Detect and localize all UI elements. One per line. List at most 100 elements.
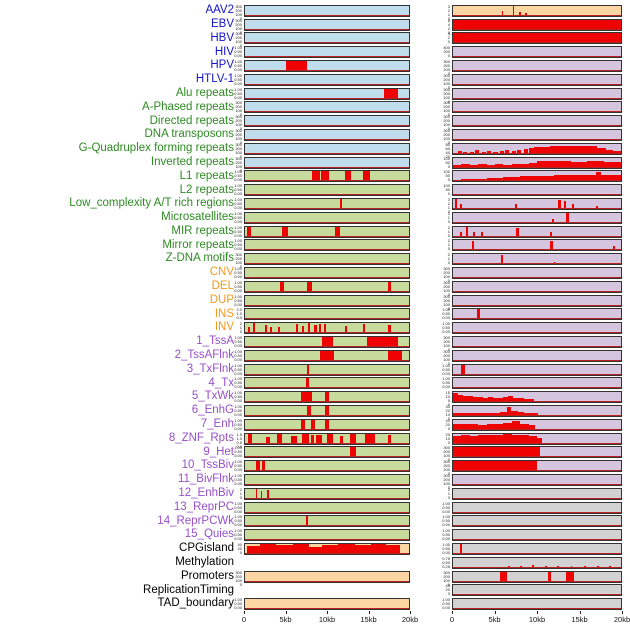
track-panel-left-wrap: 1.00 0.50 0.00 (234, 211, 410, 224)
track-panel-left (244, 46, 410, 59)
signal-bar (584, 145, 598, 154)
y-tick-label: 1.0 (236, 435, 242, 441)
track-panel-right-wrap: 80 60 40 20 (446, 142, 622, 158)
zero-baseline (453, 263, 621, 265)
zero-baseline (245, 318, 409, 320)
track-panel-right (452, 322, 622, 335)
signal-bar (486, 424, 495, 430)
track-panel-left (244, 142, 410, 155)
track-panel-right-wrap: 300 200 100 0 (443, 294, 622, 310)
y-tick-label: 80 (445, 141, 450, 147)
x-tick-label: 0 (449, 615, 455, 625)
track-panel-right (452, 336, 622, 349)
zero-baseline (453, 511, 621, 513)
signal-bar (501, 11, 504, 16)
y-tick-label: 2 (239, 486, 242, 492)
track-row: 15_Quies 1.00 0.50 0.00 1.00 0.50 0.00 (0, 528, 630, 542)
signal-bar (327, 433, 333, 444)
track-panel-right (452, 308, 622, 321)
signal-bar (246, 545, 260, 554)
signal-bar (553, 261, 556, 265)
track-label: 7_Enh (200, 418, 234, 431)
signal-bar (486, 178, 495, 182)
signal-bar (520, 423, 529, 430)
y-tick-label: 100 (235, 25, 242, 31)
track-panel-right-wrap: 15 10 5 0 (446, 391, 622, 407)
track-panel-right (452, 280, 622, 293)
y-tick-label: 300 (235, 114, 242, 120)
y-tick-label: 10 (445, 435, 450, 441)
zero-baseline (245, 456, 409, 458)
track-label: 3_TxFlnk (186, 362, 234, 375)
y-tick-label: 0 (239, 112, 242, 118)
y-axis-ticks: 1.00 0.50 0.00 (234, 211, 242, 224)
signal-bar (469, 151, 474, 154)
y-axis-ticks: 1.00 0.50 0.00 (234, 336, 242, 348)
signal-bar (525, 12, 527, 16)
track-panel-right-wrap: 0.75 0.50 0.25 (442, 556, 622, 569)
y-axis-ticks: 1.00 0.50 0.00 (234, 170, 242, 182)
track-panel-left (244, 280, 410, 293)
y-tick-label: 0.50 (442, 366, 450, 372)
track-panel-left-wrap: 1.00 0.50 0.00 (234, 60, 410, 73)
track-panel-right-wrap: 300 200 100 0 (443, 115, 622, 131)
track-row: 9_Het 1.00 0.50 0.00 300 200 100 0 (0, 446, 630, 462)
signal-bar (349, 447, 356, 458)
zero-baseline (453, 235, 621, 237)
y-tick-label: 0.00 (234, 232, 242, 238)
y-tick-label: 0.50 (234, 532, 242, 538)
y-tick-label: 1.00 (234, 362, 242, 368)
y-tick-label: 0.50 (234, 421, 242, 427)
y-tick-label: 300 (235, 31, 242, 37)
track-panel-left-wrap: 1.00 0.50 0.00 (234, 280, 410, 293)
y-axis-ticks: 1.00 0.50 0.00 (442, 501, 450, 514)
signal-bar (512, 6, 515, 16)
zero-baseline (453, 28, 621, 30)
x-tick-label: 10kb (528, 615, 546, 625)
signal-bar (266, 436, 270, 444)
y-axis-ticks: 1.00 0.50 0.00 (234, 280, 242, 293)
track-panel-right-wrap: 1.00 0.50 0.00 (442, 542, 622, 555)
y-tick-label: 1.00 (234, 45, 242, 51)
track-panel-left (244, 542, 410, 555)
track-panel-right-wrap: 40 20 0 (446, 418, 622, 431)
y-tick-label: 0.50 (234, 173, 242, 179)
zero-baseline (453, 180, 621, 182)
track-row: ReplicationTiming 40 20 0 (0, 583, 630, 597)
track-panel-left-wrap: 1.00 0.50 0.00 (234, 405, 410, 417)
track-panel-left-wrap: 1.00 0.50 0.00 (234, 225, 410, 238)
y-axis-ticks: 1.00 0.50 0.00 (442, 542, 450, 555)
track-panel-left-wrap: 1.00 0.50 0.00 (234, 598, 410, 611)
y-tick-label: 200 (443, 76, 450, 82)
y-tick-label: 0 (447, 360, 450, 366)
track-label: DNA transposons (144, 128, 235, 141)
y-tick-label: 40 (445, 149, 450, 155)
track-panel-left (244, 101, 410, 114)
y-tick-label: 0 (447, 84, 450, 90)
y-tick-label: 200 (443, 352, 450, 358)
track-panel-left-wrap: 1.00 0.50 0.00 (234, 515, 410, 528)
signal-bar (520, 435, 529, 444)
zero-baseline (453, 290, 621, 292)
y-tick-label: 100 (443, 577, 450, 583)
zero-baseline (453, 70, 621, 72)
y-tick-label: 1.00 (234, 528, 242, 534)
signal-bar (563, 201, 566, 210)
signal-bar (493, 398, 499, 403)
zero-baseline (453, 552, 621, 554)
y-tick-label: 100 (235, 149, 242, 155)
track-panel-left-wrap: 300 200 100 0 (235, 115, 410, 131)
signal-bar (459, 543, 463, 554)
zero-baseline (245, 470, 409, 472)
track-label: HIV (214, 45, 234, 58)
track-panel-left-wrap: 300 200 100 0 (235, 253, 410, 269)
track-panel-left (244, 336, 410, 349)
zero-baseline (453, 194, 621, 196)
y-tick-label: 1.00 (234, 390, 242, 396)
y-tick-label: 1 (447, 242, 450, 248)
signal-bar (486, 413, 494, 416)
